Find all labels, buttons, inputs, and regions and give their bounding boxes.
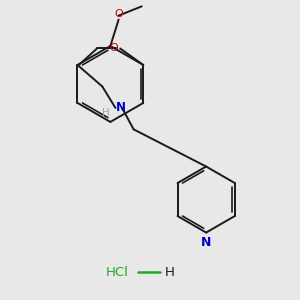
Text: N: N: [116, 101, 125, 114]
Text: O: O: [110, 44, 118, 53]
Text: HCl: HCl: [106, 266, 128, 279]
Text: O: O: [114, 9, 123, 19]
Text: N: N: [201, 236, 211, 249]
Text: H: H: [102, 108, 110, 118]
Text: H: H: [165, 266, 175, 279]
